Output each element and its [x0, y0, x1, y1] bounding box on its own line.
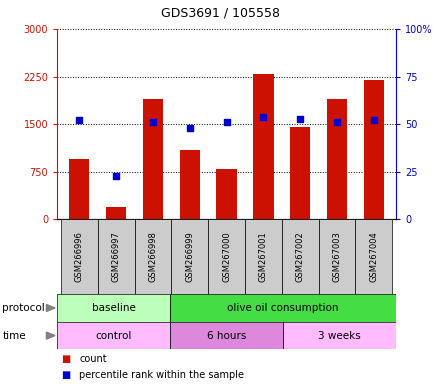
Text: baseline: baseline — [92, 303, 136, 313]
Bar — [253, 74, 274, 219]
Bar — [57, 294, 170, 322]
Bar — [170, 322, 283, 349]
Bar — [327, 99, 347, 219]
Point — [113, 172, 120, 179]
Text: ■: ■ — [62, 354, 71, 364]
Point — [370, 118, 378, 124]
Text: percentile rank within the sample: percentile rank within the sample — [79, 370, 244, 380]
Text: control: control — [95, 331, 132, 341]
Point — [186, 125, 193, 131]
Point — [297, 116, 304, 122]
Text: GDS3691 / 105558: GDS3691 / 105558 — [161, 7, 279, 20]
Bar — [61, 219, 98, 294]
Bar — [356, 219, 392, 294]
Bar — [171, 219, 208, 294]
Bar — [208, 219, 245, 294]
Bar — [290, 127, 310, 219]
Bar — [69, 159, 89, 219]
Text: olive oil consumption: olive oil consumption — [227, 303, 339, 313]
Point — [223, 119, 230, 126]
Bar — [364, 80, 384, 219]
Text: protocol: protocol — [2, 303, 45, 313]
Bar — [98, 219, 135, 294]
Text: GSM266996: GSM266996 — [75, 231, 84, 282]
Point — [260, 114, 267, 120]
Bar — [106, 207, 126, 219]
Text: GSM266999: GSM266999 — [185, 231, 194, 282]
Point — [76, 118, 83, 124]
Text: 6 hours: 6 hours — [207, 331, 246, 341]
Bar — [57, 322, 170, 349]
Text: GSM267002: GSM267002 — [296, 231, 305, 282]
Text: time: time — [2, 331, 26, 341]
Bar — [216, 169, 237, 219]
Polygon shape — [47, 332, 55, 339]
Bar — [143, 99, 163, 219]
Text: GSM267003: GSM267003 — [333, 231, 341, 282]
Bar — [282, 219, 319, 294]
Bar — [180, 150, 200, 219]
Text: 3 weeks: 3 weeks — [318, 331, 361, 341]
Bar — [283, 322, 396, 349]
Text: GSM267000: GSM267000 — [222, 231, 231, 282]
Text: ■: ■ — [62, 370, 71, 380]
Point — [150, 119, 157, 126]
Text: GSM266997: GSM266997 — [112, 231, 121, 282]
Point — [334, 119, 341, 126]
Bar — [170, 294, 396, 322]
Text: GSM266998: GSM266998 — [148, 231, 158, 282]
Text: GSM267004: GSM267004 — [370, 231, 378, 282]
Bar — [245, 219, 282, 294]
Bar — [319, 219, 356, 294]
Text: GSM267001: GSM267001 — [259, 231, 268, 282]
Text: count: count — [79, 354, 107, 364]
Bar — [135, 219, 171, 294]
Polygon shape — [47, 305, 55, 311]
